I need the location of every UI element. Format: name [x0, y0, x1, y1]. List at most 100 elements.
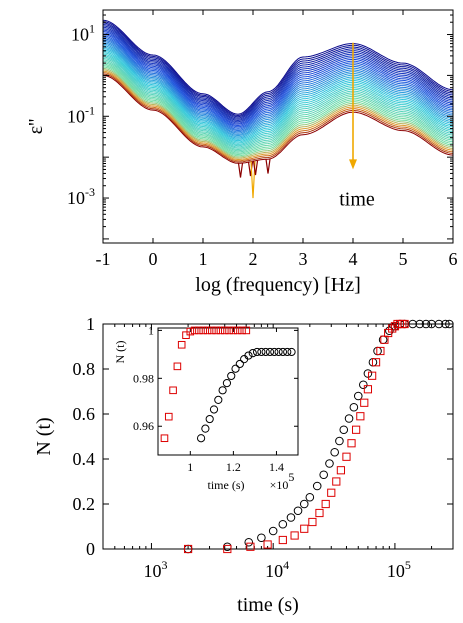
top-xtick-label-0: -1: [96, 249, 111, 269]
curve-17: [103, 43, 453, 137]
bottom-ytick-label-1: 0.2: [73, 494, 96, 514]
inset-s0-point-18: [274, 347, 283, 357]
noise-spike-0: [237, 163, 244, 178]
top-ytick-label-0-exp: 1: [89, 22, 95, 36]
time-annotation: time: [339, 188, 375, 210]
bottom-s1-point-12: [336, 466, 346, 475]
bottom-s1-point-24: [388, 324, 397, 333]
curve-12: [103, 36, 453, 130]
bottom-xtick-label-0: 103: [143, 558, 167, 581]
bottom-xtick-label-0-base: 10: [143, 561, 161, 581]
top-ytick-label-0-base: 10: [71, 25, 89, 45]
inset-s0-point-2: [205, 414, 214, 424]
curve-5: [103, 26, 453, 122]
top-xtick-label-4: 3: [299, 249, 308, 269]
top-ytick-label-1: 10-1: [67, 103, 95, 126]
bottom-s0-point-30: [421, 319, 431, 329]
inset-xlabel: time (s): [208, 478, 245, 492]
bottom-s0-point-22: [373, 346, 382, 356]
curve-1: [103, 21, 453, 117]
inset-s1-point-6: [186, 327, 195, 336]
inset-panel: 1 1.2 1.4 0.96 0.98 1 N (t) time (s) ×105: [113, 323, 299, 492]
bottom-s0-point-15: [339, 425, 349, 435]
bottom-s0-point-3: [257, 533, 266, 543]
bottom-s1-point-3: [263, 540, 272, 549]
top-xtick-label-6: 5: [399, 249, 408, 269]
curve-group: [103, 19, 453, 199]
curve-31: [103, 63, 453, 154]
bottom-s1-point-5: [290, 531, 299, 540]
top-xtick-label-5: 4: [349, 249, 358, 269]
inset-ytick-label-2: 1: [148, 323, 154, 337]
curve-20: [103, 48, 453, 140]
curve-10: [103, 33, 453, 128]
curve-35: [103, 69, 453, 159]
bottom-s0-point-33: [441, 319, 450, 329]
bottom-s0-point-14: [335, 436, 344, 446]
inset-xtick-label-2: 1.4: [269, 460, 284, 474]
bottom-xtick-label-1: 104: [265, 558, 289, 581]
bottom-s1-point-20: [371, 358, 381, 367]
bottom-s1-point-14: [347, 439, 356, 448]
noise-spike-2: [250, 161, 256, 199]
bottom-s1-point-9: [321, 499, 330, 509]
curve-37: [103, 72, 453, 162]
inset-ytick-label-0: 0.96: [133, 419, 154, 433]
bottom-xtick-label-1-exp: 4: [283, 558, 289, 572]
curve-29: [103, 60, 453, 152]
bottom-s1-point-7: [308, 517, 317, 527]
inset-s0-point-19: [278, 347, 288, 357]
inset-s1-point-4: [177, 340, 186, 349]
curve-38: [103, 73, 453, 163]
inset-s1-point-8: [195, 326, 203, 335]
bottom-s0-point-9: [305, 492, 315, 502]
curve-4: [103, 25, 453, 120]
bottom-s0-point-12: [325, 459, 334, 468]
bottom-xtick-label-2-exp: 5: [405, 558, 411, 572]
curve-36: [103, 70, 453, 161]
inset-s0-point-13: [252, 347, 262, 357]
bottom-xlabel: time (s): [237, 594, 299, 616]
bottom-ylabel: N (t): [33, 417, 55, 455]
inset-x-multiplier-exp: 5: [288, 470, 294, 484]
bottom-s0-point-16: [344, 414, 354, 423]
top-ytick-label-2-base: 10: [67, 188, 85, 208]
bottom-s1-point-8: [315, 508, 324, 518]
curve-30: [103, 62, 453, 153]
inset-s0-point-16: [265, 347, 275, 357]
noise-spike-4: [265, 159, 271, 174]
inset-s1-point-12: [212, 326, 220, 335]
bottom-xtick-label-1-base: 10: [265, 561, 283, 581]
inset-s0-point-7: [227, 371, 236, 381]
inset-s1-point-13: [216, 326, 225, 335]
bottom-s0-point-7: [293, 506, 303, 516]
top-xtick-label-1: 0: [149, 249, 158, 269]
curve-33: [103, 66, 453, 157]
bottom-ytick-label-4: 0.8: [73, 359, 96, 379]
inset-s1-point-16: [229, 326, 238, 335]
bottom-s0-point-11: [319, 470, 328, 480]
curve-34: [103, 67, 453, 158]
bottom-s0-point-2: [244, 537, 254, 547]
bottom-s1-point-15: [352, 425, 361, 434]
curve-26: [103, 56, 453, 148]
bottom-s0-point-4: [268, 526, 278, 536]
inset-s0-point-4: [214, 395, 223, 404]
inset-s1-point-2: [169, 386, 177, 395]
bottom-s1-point-10: [327, 488, 336, 497]
bottom-s0-point-20: [363, 369, 373, 378]
inset-x-multiplier-base: ×10: [270, 478, 289, 492]
curve-39: [103, 74, 453, 164]
inset-s1-point-17: [233, 326, 242, 335]
top-xtick-label-7: 6: [449, 249, 458, 269]
bottom-ytick-label-0: 0: [86, 539, 95, 559]
curve-14: [103, 39, 453, 133]
inset-s0-point-21: [287, 347, 296, 357]
bottom-xtick-label-2-base: 10: [387, 561, 405, 581]
bottom-s1-point-16: [356, 412, 365, 421]
inset-ylabel: N (t): [113, 341, 127, 364]
bottom-s1-point-2: [246, 542, 255, 551]
bottom-ytick-label-5: 1: [86, 314, 95, 334]
curve-21: [103, 49, 453, 142]
